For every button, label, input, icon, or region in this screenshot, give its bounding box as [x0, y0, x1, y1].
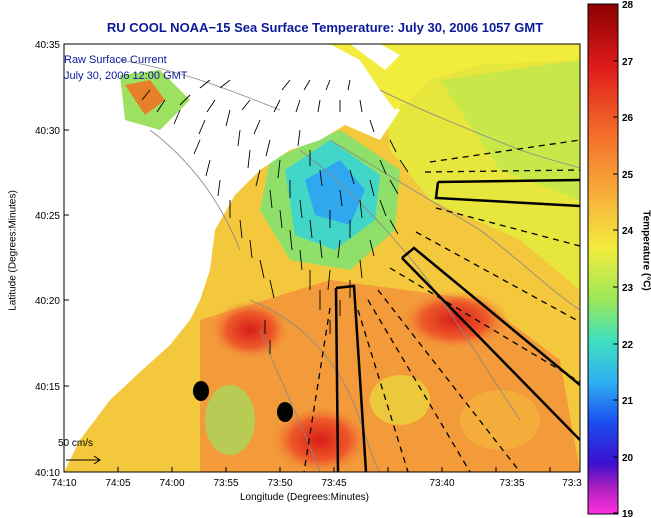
- legend-timestamp: July 30, 2006 12:00 GMT: [64, 70, 188, 82]
- colorbar-tick-label: 26: [622, 113, 634, 124]
- y-axis-label: Latitude (Degrees:Minutes): [7, 190, 19, 311]
- colorbar: [587, 3, 619, 515]
- colorbar-tick-label: 21: [622, 396, 634, 407]
- colorbar-tick-label: 27: [622, 57, 634, 68]
- colorbar-tick-label: 25: [622, 170, 634, 181]
- plot-frame: [63, 43, 581, 473]
- colorbar-tick-label: 23: [622, 283, 634, 294]
- x-tick-label: 73:55: [213, 478, 238, 489]
- legend-source: Raw Surface Current: [64, 54, 167, 66]
- colorbar-tick-label: 28: [622, 0, 634, 11]
- marker-dot: [277, 402, 293, 422]
- colorbar-ticks: [613, 3, 618, 514]
- y-tick-label: 40:35: [35, 40, 60, 51]
- x-tick-label: 73:45: [321, 478, 346, 489]
- colorbar-tick-label: 19: [622, 509, 634, 518]
- y-tick-label: 40:15: [35, 382, 60, 393]
- scale-arrow: [66, 455, 101, 465]
- colorbar-tick-label: 22: [622, 340, 634, 351]
- y-tick-label: 40:25: [35, 211, 60, 222]
- x-tick-label: 73:35: [499, 478, 524, 489]
- x-tick-label: 73:3: [562, 478, 582, 489]
- radial-lines: [303, 139, 580, 472]
- x-tick-label: 74:10: [51, 478, 76, 489]
- y-tick-label: 40:30: [35, 126, 60, 137]
- y-tick-label: 40:10: [35, 468, 60, 479]
- colorbar-tick-label: 24: [622, 226, 634, 237]
- x-tick-label: 74:05: [105, 478, 130, 489]
- y-tick-label: 40:20: [35, 296, 60, 307]
- tick-marks: [63, 43, 551, 473]
- scale-label: 50 cm/s: [58, 438, 94, 449]
- sst-field: [64, 44, 580, 472]
- x-tick-label: 73:40: [429, 478, 454, 489]
- colorbar-tick-label: 20: [622, 453, 634, 464]
- marker-dot: [193, 381, 209, 401]
- x-tick-label: 73:50: [267, 478, 292, 489]
- transect-boxes: [334, 178, 580, 472]
- map-title: RU COOL NOAA−15 Sea Surface Temperature:…: [106, 20, 544, 35]
- current-vectors: [141, 79, 409, 354]
- x-tick-label: 74:00: [159, 478, 184, 489]
- colorbar-label: Temperature (°C): [640, 210, 651, 291]
- x-axis-label: Longitude (Degrees:Minutes): [240, 492, 369, 503]
